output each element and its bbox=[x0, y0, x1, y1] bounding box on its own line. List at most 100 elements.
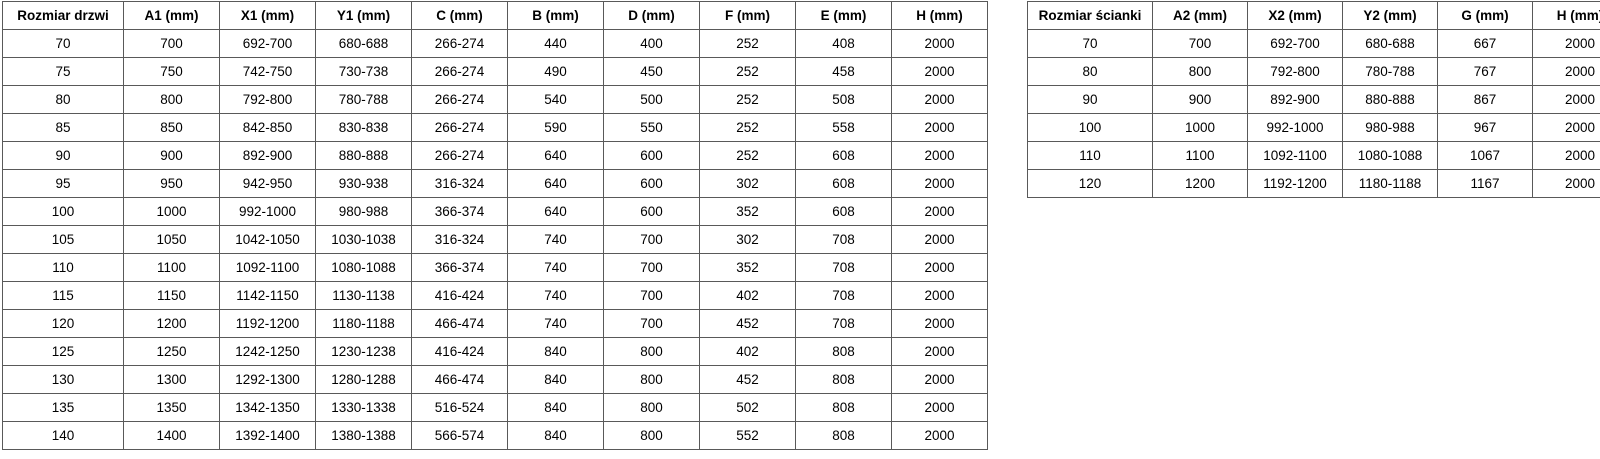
table-cell: 708 bbox=[795, 281, 892, 310]
table-cell: 2000 bbox=[891, 421, 988, 450]
table-cell: 70 bbox=[1027, 29, 1153, 58]
table-cell: 2000 bbox=[1532, 169, 1600, 198]
column-header: B (mm) bbox=[507, 1, 604, 30]
table-cell: 892-900 bbox=[1247, 85, 1343, 114]
table-cell: 1342-1350 bbox=[219, 393, 316, 422]
wall-sizes-table: Rozmiar ścianki A2 (mm) X2 (mm) Y2 (mm) G (m… bbox=[1027, 1, 1600, 198]
table-cell: 252 bbox=[699, 29, 796, 58]
table-cell: 800 bbox=[603, 337, 700, 366]
table-cell: 1030-1038 bbox=[315, 225, 412, 254]
table-cell: 600 bbox=[603, 197, 700, 226]
table-cell: 1067 bbox=[1437, 141, 1533, 170]
table-cell: 1100 bbox=[1152, 141, 1248, 170]
table-header-row: Rozmiar drzwi A1 (mm) X1 (mm) Y1 (mm) C (mm)… bbox=[2, 1, 988, 30]
table-cell: 95 bbox=[2, 169, 124, 198]
table-cell: 408 bbox=[795, 29, 892, 58]
table-cell: 440 bbox=[507, 29, 604, 58]
column-header: G (mm) bbox=[1437, 1, 1533, 30]
table-cell: 252 bbox=[699, 85, 796, 114]
table-cell: 1242-1250 bbox=[219, 337, 316, 366]
table-header: Rozmiar drzwi A1 (mm) X1 (mm) Y1 (mm) C (mm)… bbox=[2, 1, 988, 30]
column-header: A1 (mm) bbox=[123, 1, 220, 30]
table-cell: 992-1000 bbox=[1247, 113, 1343, 142]
table-cell: 880-888 bbox=[315, 141, 412, 170]
table-cell: 800 bbox=[1152, 57, 1248, 86]
table-row: 70 700 692-700 680-688 266-274 440 400 252 408 20… bbox=[2, 29, 988, 58]
table-cell: 700 bbox=[603, 253, 700, 282]
table-cell: 1200 bbox=[1152, 169, 1248, 198]
table-cell: 608 bbox=[795, 169, 892, 198]
table-cell: 2000 bbox=[891, 57, 988, 86]
table-cell: 667 bbox=[1437, 29, 1533, 58]
table-cell: 302 bbox=[699, 225, 796, 254]
table-cell: 2000 bbox=[891, 197, 988, 226]
table-cell: 842-850 bbox=[219, 113, 316, 142]
table-cell: 2000 bbox=[891, 85, 988, 114]
table-cell: 800 bbox=[123, 85, 220, 114]
table-row: 90 900 892-900 880-888 867 2000 bbox=[1027, 85, 1600, 114]
table-cell: 100 bbox=[1027, 113, 1153, 142]
table-cell: 967 bbox=[1437, 113, 1533, 142]
table-cell: 767 bbox=[1437, 57, 1533, 86]
table-row: 115 1150 1142-1150 1130-1138 416-424 740 700 40… bbox=[2, 281, 988, 310]
table-row: 85 850 842-850 830-838 266-274 590 550 252 558 20… bbox=[2, 113, 988, 142]
table-cell: 600 bbox=[603, 141, 700, 170]
table-cell: 992-1000 bbox=[219, 197, 316, 226]
table-row: 100 1000 992-1000 980-988 366-374 640 600 352 60… bbox=[2, 197, 988, 226]
table-cell: 1350 bbox=[123, 393, 220, 422]
door-sizes-table: Rozmiar drzwi A1 (mm) X1 (mm) Y1 (mm) C (mm)… bbox=[2, 1, 988, 450]
table-cell: 780-788 bbox=[315, 85, 412, 114]
table-cell: 1392-1400 bbox=[219, 421, 316, 450]
table-header: Rozmiar ścianki A2 (mm) X2 (mm) Y2 (mm) G (m… bbox=[1027, 1, 1600, 30]
table-cell: 130 bbox=[2, 365, 124, 394]
table-cell: 980-988 bbox=[315, 197, 412, 226]
table-cell: 135 bbox=[2, 393, 124, 422]
table-cell: 808 bbox=[795, 393, 892, 422]
column-header: X1 (mm) bbox=[219, 1, 316, 30]
table-cell: 2000 bbox=[891, 393, 988, 422]
table-cell: 1142-1150 bbox=[219, 281, 316, 310]
table-cell: 75 bbox=[2, 57, 124, 86]
table-cell: 640 bbox=[507, 141, 604, 170]
table-cell: 1150 bbox=[123, 281, 220, 310]
table-cell: 800 bbox=[603, 393, 700, 422]
table-cell: 608 bbox=[795, 141, 892, 170]
table-cell: 1250 bbox=[123, 337, 220, 366]
table-cell: 590 bbox=[507, 113, 604, 142]
table-cell: 640 bbox=[507, 169, 604, 198]
table-cell: 502 bbox=[699, 393, 796, 422]
table-cell: 600 bbox=[603, 169, 700, 198]
table-cell: 516-524 bbox=[411, 393, 508, 422]
table-cell: 1130-1138 bbox=[315, 281, 412, 310]
table-cell: 402 bbox=[699, 337, 796, 366]
table-cell: 730-738 bbox=[315, 57, 412, 86]
table-cell: 980-988 bbox=[1342, 113, 1438, 142]
table-cell: 892-900 bbox=[219, 141, 316, 170]
table-cell: 125 bbox=[2, 337, 124, 366]
table-cell: 100 bbox=[2, 197, 124, 226]
table-cell: 692-700 bbox=[219, 29, 316, 58]
table-cell: 2000 bbox=[1532, 29, 1600, 58]
table-cell: 416-424 bbox=[411, 281, 508, 310]
table-row: 125 1250 1242-1250 1230-1238 416-424 840 800 40… bbox=[2, 337, 988, 366]
table-cell: 750 bbox=[123, 57, 220, 86]
table-cell: 252 bbox=[699, 113, 796, 142]
table-cell: 700 bbox=[603, 309, 700, 338]
column-header: A2 (mm) bbox=[1152, 1, 1248, 30]
table-cell: 1180-1188 bbox=[315, 309, 412, 338]
table-row: 120 1200 1192-1200 1180-1188 1167 2000 bbox=[1027, 169, 1600, 198]
table-cell: 266-274 bbox=[411, 29, 508, 58]
table-cell: 708 bbox=[795, 253, 892, 282]
table-cell: 608 bbox=[795, 197, 892, 226]
table-cell: 930-938 bbox=[315, 169, 412, 198]
table-cell: 352 bbox=[699, 197, 796, 226]
table-cell: 1300 bbox=[123, 365, 220, 394]
table-cell: 2000 bbox=[891, 365, 988, 394]
table-row: 75 750 742-750 730-738 266-274 490 450 252 458 20… bbox=[2, 57, 988, 86]
table-row: 100 1000 992-1000 980-988 967 2000 bbox=[1027, 113, 1600, 142]
table-cell: 2000 bbox=[891, 309, 988, 338]
table-cell: 700 bbox=[603, 281, 700, 310]
table-cell: 2000 bbox=[891, 113, 988, 142]
table-cell: 942-950 bbox=[219, 169, 316, 198]
